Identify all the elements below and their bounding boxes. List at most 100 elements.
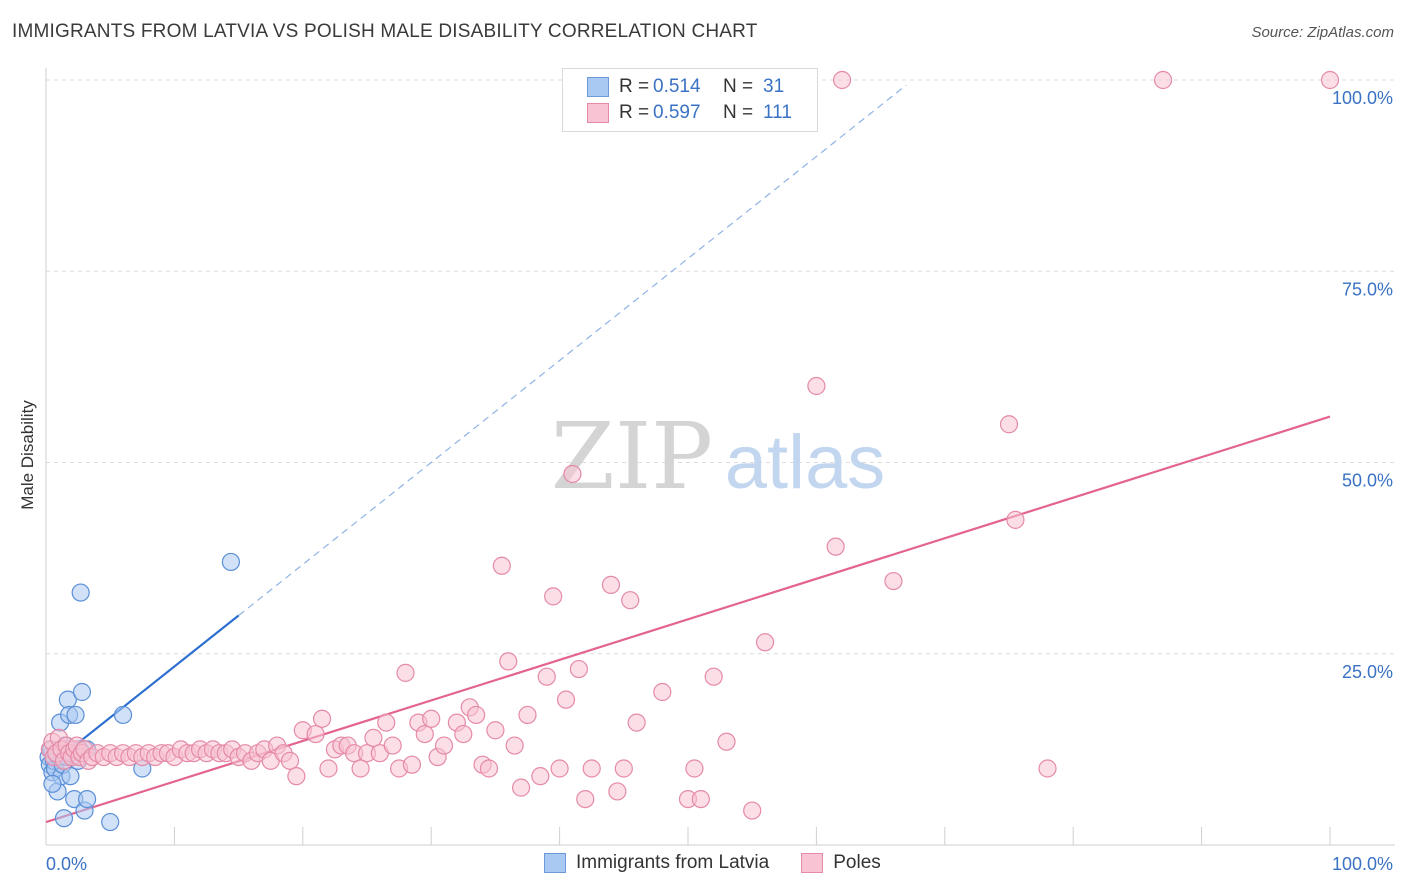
point-poles bbox=[1038, 759, 1057, 778]
series-label-poles: Poles bbox=[833, 852, 881, 873]
point-poles bbox=[614, 759, 633, 778]
point-poles bbox=[319, 759, 338, 778]
legend-swatch-latvia bbox=[587, 77, 609, 97]
point-latvia bbox=[77, 789, 97, 809]
point-latvia bbox=[101, 812, 120, 832]
point-poles bbox=[826, 537, 845, 556]
source-label: Source: ZipAtlas.com bbox=[1251, 24, 1394, 41]
point-poles bbox=[479, 759, 499, 778]
point-poles bbox=[576, 789, 595, 809]
point-poles bbox=[550, 759, 569, 778]
y-tick-label: 25.0% bbox=[1342, 662, 1393, 682]
point-poles bbox=[505, 736, 524, 755]
point-poles bbox=[556, 690, 576, 709]
point-poles bbox=[377, 713, 396, 732]
series-swatch-latvia bbox=[544, 853, 566, 873]
point-latvia bbox=[72, 682, 92, 702]
point-poles bbox=[351, 759, 370, 778]
tick-labels: 25.0% 50.0% 75.0% 100.0% 0.0% 100.0% bbox=[46, 88, 1393, 874]
point-poles bbox=[280, 751, 300, 770]
point-latvia bbox=[66, 705, 85, 725]
point-poles bbox=[402, 755, 422, 774]
series-legend-poles[interactable]: Poles bbox=[801, 852, 881, 874]
point-poles bbox=[601, 575, 621, 595]
chart-title: IMMIGRANTS FROM LATVIA VS POLISH MALE DI… bbox=[12, 21, 758, 42]
legend-row-latvia: R = 0.514 N = 31 bbox=[587, 75, 784, 99]
legend-swatch-poles bbox=[587, 103, 609, 123]
point-poles bbox=[608, 782, 627, 801]
legend-r-value-latvia: 0.514 bbox=[653, 76, 701, 97]
point-poles bbox=[884, 571, 903, 591]
point-poles bbox=[537, 667, 556, 686]
point-poles bbox=[999, 415, 1019, 434]
point-poles bbox=[312, 709, 332, 728]
point-poles bbox=[467, 705, 486, 725]
point-poles bbox=[306, 724, 325, 744]
point-poles bbox=[832, 70, 852, 90]
point-poles bbox=[755, 633, 775, 652]
point-poles bbox=[621, 591, 640, 610]
watermark-zip: ZIP bbox=[551, 403, 713, 510]
point-poles bbox=[807, 376, 826, 396]
legend-r-label: R = bbox=[619, 76, 650, 97]
point-poles bbox=[653, 682, 672, 702]
legend-box: R = 0.514 N = 31 R = 0.597 N = 111 bbox=[562, 68, 818, 132]
legend-r-label: R = bbox=[619, 102, 650, 123]
point-poles bbox=[287, 767, 306, 786]
point-poles bbox=[454, 724, 473, 744]
axes bbox=[45, 68, 1395, 846]
point-poles bbox=[1153, 70, 1173, 90]
trend-line-latvia-extension bbox=[238, 84, 907, 616]
point-latvia bbox=[71, 583, 90, 602]
point-poles bbox=[685, 759, 704, 778]
point-latvia bbox=[113, 705, 133, 725]
point-poles bbox=[717, 732, 736, 751]
series-label-latvia: Immigrants from Latvia bbox=[576, 852, 770, 873]
point-poles bbox=[499, 652, 518, 671]
x-tick-label-start: 0.0% bbox=[46, 854, 87, 874]
point-poles bbox=[486, 721, 505, 740]
legend-n-value-poles: 111 bbox=[763, 102, 792, 123]
point-poles bbox=[511, 778, 531, 797]
point-poles bbox=[531, 767, 550, 786]
point-latvia bbox=[61, 767, 80, 786]
point-poles bbox=[383, 736, 402, 755]
x-tick-label-end: 100.0% bbox=[1332, 854, 1393, 874]
watermark-atlas: atlas bbox=[725, 420, 886, 505]
point-poles bbox=[569, 659, 588, 679]
point-poles bbox=[422, 709, 441, 728]
legend-n-label: N = bbox=[723, 76, 754, 97]
point-poles bbox=[544, 587, 563, 606]
y-tick-label: 100.0% bbox=[1332, 88, 1393, 108]
point-poles bbox=[691, 789, 710, 809]
point-poles bbox=[518, 705, 537, 725]
legend-n-label: N = bbox=[723, 102, 754, 123]
legend-row-poles: R = 0.597 N = 111 bbox=[587, 101, 792, 125]
point-poles bbox=[396, 663, 415, 682]
watermark: ZIP atlas bbox=[551, 403, 885, 510]
point-latvia bbox=[54, 809, 74, 828]
point-poles bbox=[627, 713, 646, 732]
point-poles bbox=[1320, 70, 1340, 90]
point-poles bbox=[492, 556, 511, 575]
point-latvia bbox=[221, 552, 240, 572]
point-poles bbox=[364, 728, 383, 748]
point-poles bbox=[704, 667, 723, 686]
point-poles bbox=[582, 759, 601, 778]
point-poles bbox=[415, 724, 434, 744]
series-swatch-poles bbox=[801, 853, 824, 873]
point-latvia bbox=[43, 774, 62, 793]
legend-n-value-latvia: 31 bbox=[763, 76, 785, 97]
series-legend-latvia[interactable]: Immigrants from Latvia bbox=[544, 852, 769, 874]
point-poles bbox=[563, 464, 582, 484]
point-poles bbox=[743, 801, 762, 820]
legend-r-value-poles: 0.597 bbox=[653, 102, 701, 123]
point-poles bbox=[1006, 510, 1025, 529]
grid bbox=[46, 79, 1395, 655]
y-tick-label: 75.0% bbox=[1342, 279, 1393, 299]
series-legend: Immigrants from Latvia Poles bbox=[544, 852, 913, 874]
y-tick-label: 50.0% bbox=[1342, 471, 1393, 491]
point-poles bbox=[434, 736, 454, 755]
data-points bbox=[39, 70, 1340, 832]
